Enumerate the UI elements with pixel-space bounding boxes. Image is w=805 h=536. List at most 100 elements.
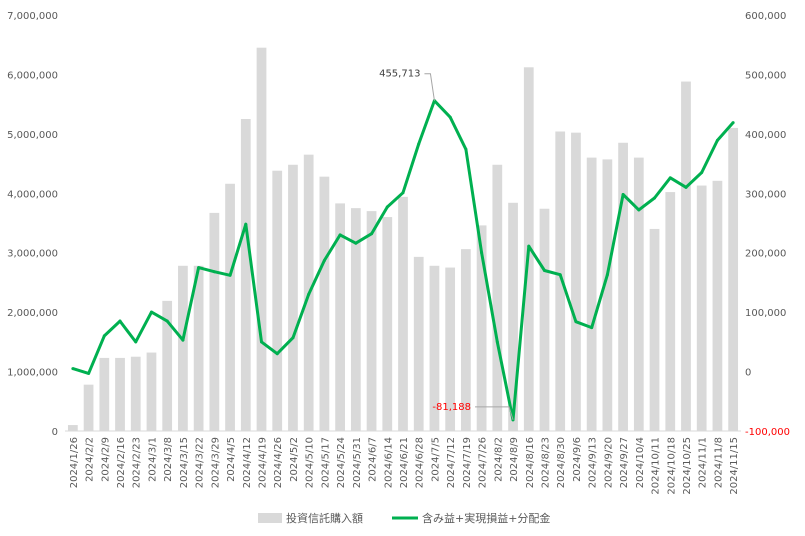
x-tick-label: 2024/6/28	[415, 437, 426, 488]
y-right-tick-label: 200,000	[745, 249, 786, 260]
x-tick-label: 2024/9/27	[619, 437, 630, 488]
y-left-tick-label: 7,000,000	[7, 11, 58, 22]
line-point	[197, 266, 201, 270]
bar	[225, 183, 235, 431]
line-point	[370, 232, 374, 236]
bar	[571, 132, 581, 431]
x-tick-label: 2024/1/26	[69, 437, 80, 488]
x-tick-label: 2024/8/16	[525, 437, 536, 488]
x-tick-label: 2024/5/17	[320, 437, 331, 488]
bar	[586, 157, 597, 431]
line-point	[480, 251, 484, 255]
line-point	[605, 273, 609, 277]
line-point	[71, 367, 75, 371]
line-series	[71, 99, 735, 422]
line-point	[574, 320, 578, 324]
x-tick-label: 2024/5/24	[336, 437, 347, 488]
bar	[539, 208, 550, 431]
line-point	[558, 273, 562, 277]
line-point	[322, 258, 326, 262]
x-tick-label: 2024/6/7	[368, 437, 379, 482]
y-right-tick-label: 300,000	[745, 189, 786, 200]
y-right-tick-label: 600,000	[745, 11, 786, 22]
line-point	[542, 269, 546, 273]
y-right-tick-label: -100,000	[745, 427, 790, 438]
x-tick-label: 2024/4/5	[226, 437, 237, 482]
line-point	[260, 340, 264, 344]
line-point	[87, 371, 91, 375]
bar	[429, 265, 440, 431]
x-tick-label: 2024/5/2	[289, 437, 300, 482]
line-point	[700, 170, 704, 174]
line-point	[417, 142, 421, 146]
annotation-leader	[475, 406, 514, 420]
bar	[508, 202, 518, 431]
bar	[83, 384, 94, 431]
y-left-tick-label: 0	[52, 427, 58, 438]
x-axis: 2024/1/26 2024/2/2 2024/2/9 2024/2/16 2024/2…	[69, 437, 740, 495]
y-right-tick-label: 0	[745, 368, 751, 379]
bar	[99, 357, 110, 431]
line-point	[621, 192, 625, 196]
bar	[665, 192, 676, 431]
annotation-label: -81,188	[432, 402, 471, 413]
x-tick-label: 2024/8/23	[540, 437, 551, 488]
bar	[461, 249, 471, 431]
line-point	[731, 121, 735, 125]
line-point	[354, 241, 358, 245]
bar	[649, 228, 660, 431]
right-axis: -100,000 0 100,000 200,000 300,000 400,000 500…	[745, 11, 790, 438]
bar	[335, 203, 345, 431]
y-right-tick-label: 100,000	[745, 308, 786, 319]
x-tick-label: 2024/2/9	[100, 437, 111, 482]
y-left-tick-label: 5,000,000	[7, 130, 58, 141]
x-tick-label: 2024/7/12	[446, 437, 457, 488]
x-tick-label: 2024/2/23	[132, 437, 143, 488]
x-tick-label: 2024/3/15	[179, 437, 190, 488]
bar	[178, 265, 188, 431]
bar	[696, 185, 707, 431]
x-tick-label: 2024/4/26	[273, 437, 284, 488]
legend-swatch-bar	[258, 513, 282, 523]
bar	[728, 127, 739, 432]
y-left-tick-label: 2,000,000	[7, 308, 58, 319]
bar	[146, 352, 157, 431]
x-tick-label: 2024/10/25	[682, 437, 693, 495]
legend-label-bar: 投資信託購入額	[286, 511, 363, 525]
bar	[413, 256, 424, 431]
line-point	[291, 336, 295, 340]
x-tick-label: 2024/7/26	[478, 437, 489, 488]
x-tick-label: 2024/8/2	[493, 437, 504, 482]
x-tick-label: 2024/3/1	[147, 437, 158, 482]
x-tick-label: 2024/8/9	[509, 437, 520, 482]
line-point	[134, 340, 138, 344]
x-tick-label: 2024/9/20	[603, 437, 614, 488]
bar	[130, 356, 141, 431]
bar	[288, 164, 298, 431]
bar	[115, 357, 125, 431]
line-point	[527, 244, 531, 248]
line-point	[590, 326, 594, 330]
x-tick-label: 2024/11/15	[729, 437, 740, 495]
bar	[256, 47, 267, 431]
x-tick-label: 2024/9/13	[588, 437, 599, 488]
bar-series	[67, 47, 739, 432]
x-tick-label: 2024/5/31	[352, 437, 363, 488]
line-point	[228, 273, 232, 277]
line-point	[385, 205, 389, 209]
x-tick-label: 2024/9/6	[572, 437, 583, 482]
bar	[681, 81, 691, 431]
bar	[366, 211, 377, 431]
line-point	[275, 352, 279, 356]
x-tick-label: 2024/11/1	[698, 437, 709, 488]
line-point	[637, 208, 641, 212]
bar	[445, 267, 456, 431]
left-axis: 0 1,000,000 2,000,000 3,000,000 4,000,000 5,0…	[7, 11, 58, 438]
y-right-tick-label: 500,000	[745, 70, 786, 81]
line-point	[401, 191, 405, 195]
line-point	[307, 292, 311, 296]
x-tick-label: 2024/6/14	[383, 437, 394, 488]
annotation-label: 455,713	[379, 69, 420, 80]
line-point	[668, 176, 672, 180]
